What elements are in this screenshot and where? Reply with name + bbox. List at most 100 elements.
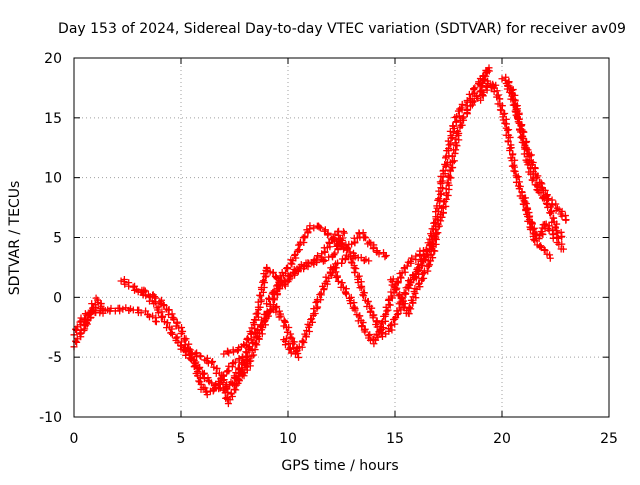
data-point: [81, 325, 89, 333]
data-point: [317, 289, 325, 297]
data-point: [398, 293, 406, 301]
data-point: [499, 116, 507, 124]
data-point: [537, 228, 545, 236]
data-point: [285, 276, 293, 284]
data-point: [430, 219, 438, 227]
y-tick-label: 0: [53, 290, 62, 306]
series-track-17: [502, 79, 570, 224]
data-point: [547, 209, 555, 217]
data-point: [501, 110, 509, 118]
data-point: [155, 303, 163, 311]
data-point: [504, 126, 512, 134]
data-point: [551, 223, 559, 231]
data-point: [471, 84, 479, 92]
data-point: [431, 219, 439, 227]
data-point: [354, 279, 362, 287]
data-point: [192, 358, 200, 366]
data-point: [173, 318, 181, 326]
data-point: [239, 370, 247, 378]
data-point: [422, 246, 430, 254]
data-point: [341, 255, 349, 263]
data-point: [484, 66, 492, 74]
data-point: [504, 137, 512, 145]
data-point: [250, 351, 258, 359]
data-point: [152, 318, 160, 326]
data-point: [477, 96, 485, 104]
data-point: [517, 121, 525, 129]
x-tick-label: 15: [386, 431, 404, 447]
data-point: [531, 229, 539, 237]
data-point: [526, 225, 534, 233]
data-point: [191, 362, 199, 370]
data-point: [412, 294, 420, 302]
data-point: [315, 223, 323, 231]
data-point: [230, 348, 238, 356]
data-point: [458, 100, 466, 108]
data-point: [178, 324, 186, 332]
data-point: [369, 314, 377, 322]
data-point: [546, 254, 554, 262]
series-track-19: [519, 194, 554, 262]
data-point: [170, 316, 178, 324]
data-point: [203, 391, 211, 399]
data-point: [552, 206, 560, 214]
data-point: [235, 376, 243, 384]
data-point: [370, 340, 378, 348]
data-point: [295, 263, 303, 271]
data-point: [160, 301, 168, 309]
data-point: [187, 349, 195, 357]
data-point: [305, 328, 313, 336]
data-point: [313, 304, 321, 312]
data-point: [448, 164, 456, 172]
data-point: [357, 253, 365, 261]
data-point: [355, 230, 363, 238]
data-point: [387, 288, 395, 296]
data-point: [359, 291, 367, 299]
data-point: [321, 227, 329, 235]
data-point: [333, 273, 341, 281]
data-point: [528, 176, 536, 184]
data-point: [151, 298, 159, 306]
data-point: [386, 322, 394, 330]
x-axis: 0 5 10 15 20 25: [70, 58, 618, 447]
data-point: [559, 245, 567, 253]
data-point: [282, 264, 290, 272]
data-point: [227, 390, 235, 398]
data-point: [310, 224, 318, 232]
data-point: [317, 296, 325, 304]
data-point: [382, 310, 390, 318]
data-point: [470, 86, 478, 94]
data-point: [546, 251, 554, 259]
data-point: [76, 318, 84, 326]
data-point: [168, 330, 176, 338]
data-marks: [70, 64, 570, 408]
data-point: [407, 278, 415, 286]
data-point: [449, 122, 457, 130]
data-point: [540, 246, 548, 254]
data-point: [512, 111, 520, 119]
y-tick-label: 10: [44, 171, 62, 187]
data-point: [299, 337, 307, 345]
data-point: [466, 95, 474, 103]
data-point: [552, 200, 560, 208]
data-point: [490, 88, 498, 96]
data-point: [182, 348, 190, 356]
data-point: [455, 112, 463, 120]
series-track-8: [233, 227, 343, 389]
data-point: [307, 316, 315, 324]
data-point: [252, 339, 260, 347]
data-point: [234, 347, 242, 355]
data-point: [258, 330, 266, 338]
data-point: [281, 277, 289, 285]
data-point: [320, 286, 328, 294]
data-point: [283, 264, 291, 272]
data-point: [252, 310, 260, 318]
data-point: [278, 269, 286, 277]
data-point: [501, 119, 509, 127]
data-point: [158, 313, 166, 321]
data-point: [314, 252, 322, 260]
data-point: [446, 173, 454, 181]
data-point: [532, 174, 540, 182]
data-point: [511, 97, 519, 105]
data-point: [338, 242, 346, 250]
